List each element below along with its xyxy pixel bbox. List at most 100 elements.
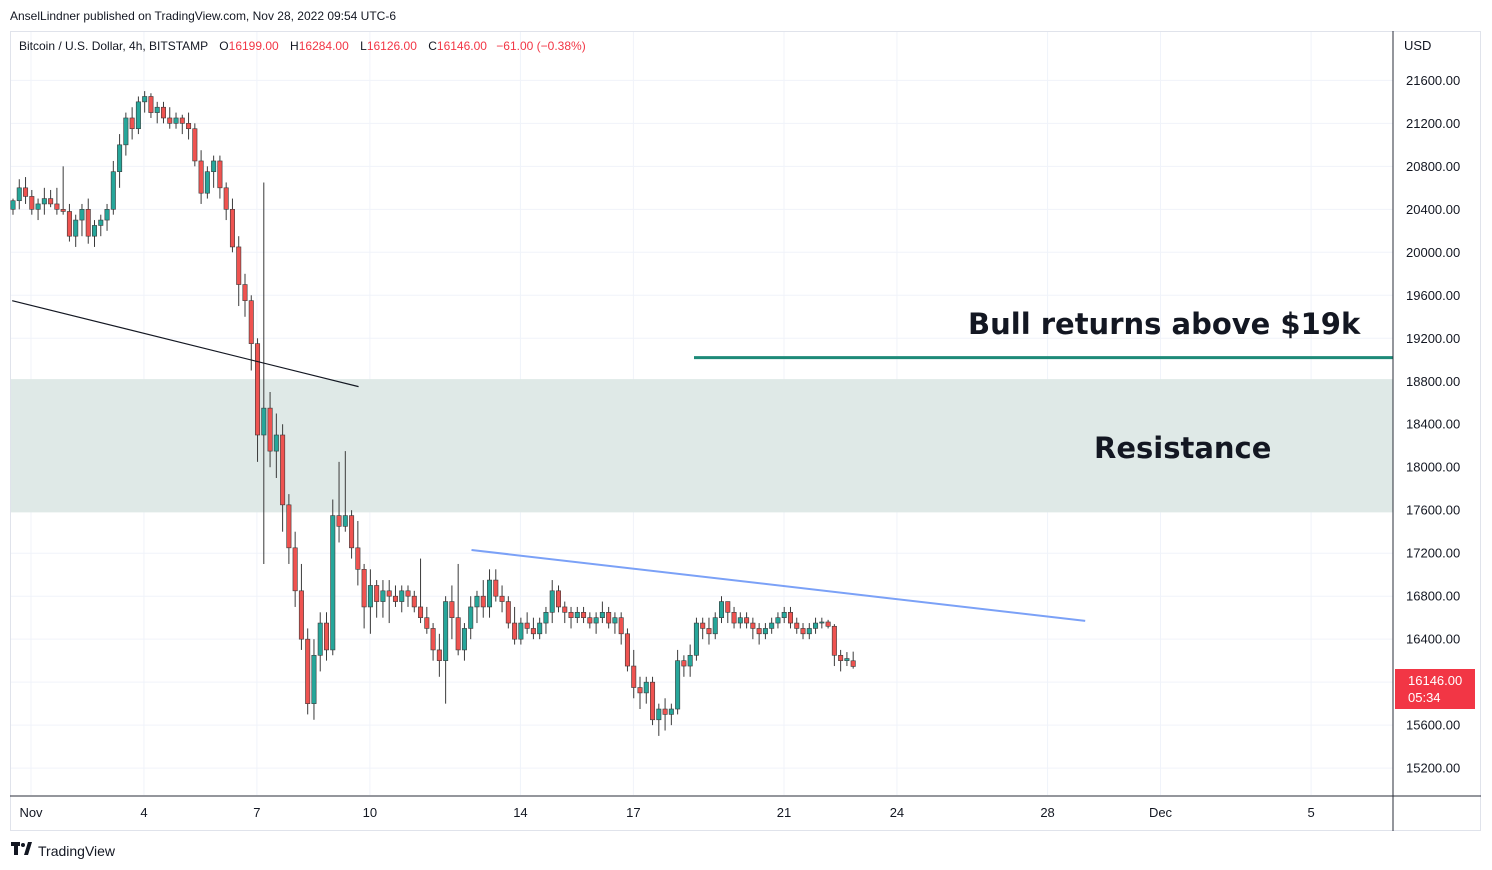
price-tick-label: 21600.00 <box>1406 73 1460 88</box>
candle-body <box>568 612 574 618</box>
candle-body <box>342 515 348 527</box>
candle-body <box>35 203 41 210</box>
symbol-name[interactable]: Bitcoin / U.S. Dollar, 4h, BITSTAMP <box>19 39 208 53</box>
candle-body <box>737 617 743 624</box>
candle-body <box>650 681 656 721</box>
resistance-annotation[interactable]: Resistance <box>1094 431 1272 465</box>
price-tick-label: 15200.00 <box>1406 761 1460 776</box>
candle-body <box>656 708 662 721</box>
candle-body <box>700 622 706 629</box>
price-tick-label: 17200.00 <box>1406 546 1460 561</box>
candle-body <box>41 198 47 205</box>
time-tick-label: 10 <box>363 805 377 820</box>
candle-body <box>242 284 248 301</box>
candle-body <box>186 123 192 130</box>
candle-body <box>236 246 242 285</box>
currency-label[interactable]: USD <box>1404 38 1432 53</box>
open-value: 16199.00 <box>228 39 279 53</box>
candle-body <box>430 628 436 651</box>
candle-body <box>756 628 762 635</box>
price-tick-label: 20400.00 <box>1406 202 1460 217</box>
price-tick-label: 19600.00 <box>1406 288 1460 303</box>
resistance-zone <box>11 379 1393 513</box>
candle-body <box>618 617 624 635</box>
candle-body <box>160 106 166 119</box>
candle-body <box>85 209 91 237</box>
candle-body <box>267 407 273 452</box>
candle-body <box>461 628 467 651</box>
candle-body <box>831 625 837 656</box>
candle-body <box>392 595 398 602</box>
candle-body <box>687 654 693 667</box>
candle-body <box>217 160 223 189</box>
chart-frame <box>10 31 1481 831</box>
candle-body <box>179 117 185 124</box>
candle-body <box>606 612 612 624</box>
low-label: L <box>360 39 367 53</box>
candle-body <box>148 96 154 113</box>
candle-body <box>211 160 217 173</box>
candle-body <box>449 601 455 618</box>
candle-body <box>775 617 781 624</box>
candle-body <box>261 407 267 436</box>
candle-body <box>323 622 329 651</box>
candle-body <box>54 203 60 210</box>
candle-body <box>92 225 98 237</box>
candle-body <box>311 654 317 704</box>
candle-body <box>110 171 116 210</box>
last-price-label: 16146.00 05:34 <box>1395 669 1475 709</box>
candle-body <box>418 606 424 618</box>
tradingview-logo[interactable]: TradingView <box>11 842 115 859</box>
candle-body <box>192 128 198 162</box>
candle-body <box>298 590 304 640</box>
candle-body <box>562 606 568 613</box>
candle-body <box>280 434 286 506</box>
candle-body <box>725 601 731 613</box>
candle-body <box>524 622 530 629</box>
candle-body <box>762 628 768 635</box>
candle-body <box>23 187 29 197</box>
candle-body <box>48 198 54 205</box>
candle-body <box>60 209 66 212</box>
candle-body <box>706 628 712 635</box>
candle-body <box>769 622 775 629</box>
price-tick-label: 18800.00 <box>1406 374 1460 389</box>
candle-body <box>668 708 674 715</box>
candle-body <box>731 612 737 624</box>
bull-annotation[interactable]: Bull returns above $19k <box>968 307 1361 341</box>
tradingview-brand: TradingView <box>38 842 116 859</box>
change-value: −61.00 (−0.38%) <box>496 39 586 53</box>
candle-body <box>512 622 518 640</box>
candle-body <box>612 617 618 624</box>
time-tick-label: 24 <box>890 805 904 820</box>
candle-body <box>317 622 323 656</box>
candles-layer <box>10 91 856 736</box>
price-tick-label: 19200.00 <box>1406 331 1460 346</box>
candle-body <box>405 590 411 597</box>
high-label: H <box>290 39 299 53</box>
candle-body <box>530 628 536 635</box>
candle-body <box>806 628 812 635</box>
candle-body <box>154 106 160 113</box>
time-tick-label: 17 <box>626 805 640 820</box>
candle-body <box>374 585 380 602</box>
time-tick-label: 14 <box>513 805 527 820</box>
candle-body <box>104 209 110 221</box>
candle-body <box>129 117 135 130</box>
candle-body <box>386 590 392 597</box>
candle-body <box>587 617 593 624</box>
candle-body <box>123 117 129 146</box>
candle-body <box>593 617 599 624</box>
candle-body <box>681 660 687 667</box>
candle-body <box>800 628 806 635</box>
candle-body <box>380 590 386 602</box>
close-label: C <box>428 39 437 53</box>
candle-body <box>286 504 292 549</box>
candle-body <box>844 658 850 661</box>
candle-body <box>355 547 361 570</box>
candle-body <box>443 601 449 661</box>
candle-body <box>750 622 756 629</box>
candle-body <box>204 171 210 194</box>
candle-body <box>424 617 430 629</box>
